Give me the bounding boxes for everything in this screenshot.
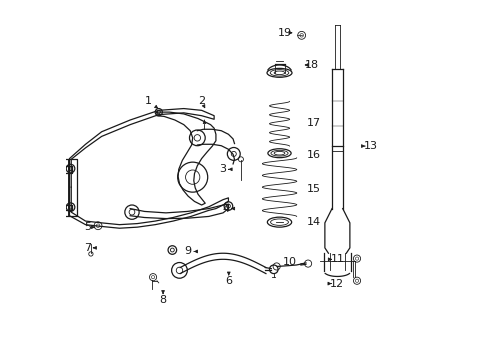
Text: 3: 3	[219, 164, 225, 174]
Text: 1: 1	[145, 96, 152, 107]
Text: 19: 19	[277, 28, 291, 38]
Text: 15: 15	[306, 184, 320, 194]
Text: 10: 10	[283, 257, 297, 267]
Text: 14: 14	[306, 217, 320, 227]
Text: 13: 13	[364, 141, 378, 151]
Text: 5: 5	[84, 222, 91, 232]
Text: 9: 9	[183, 247, 190, 256]
Text: 4: 4	[222, 203, 229, 213]
Text: 8: 8	[159, 295, 166, 305]
Text: 16: 16	[306, 150, 320, 160]
Text: 2: 2	[198, 96, 205, 107]
Text: 12: 12	[329, 279, 344, 289]
Text: 17: 17	[306, 118, 320, 128]
Text: 11: 11	[330, 254, 344, 264]
Text: 6: 6	[225, 276, 232, 286]
Text: 18: 18	[305, 60, 319, 70]
Text: 7: 7	[83, 243, 91, 253]
